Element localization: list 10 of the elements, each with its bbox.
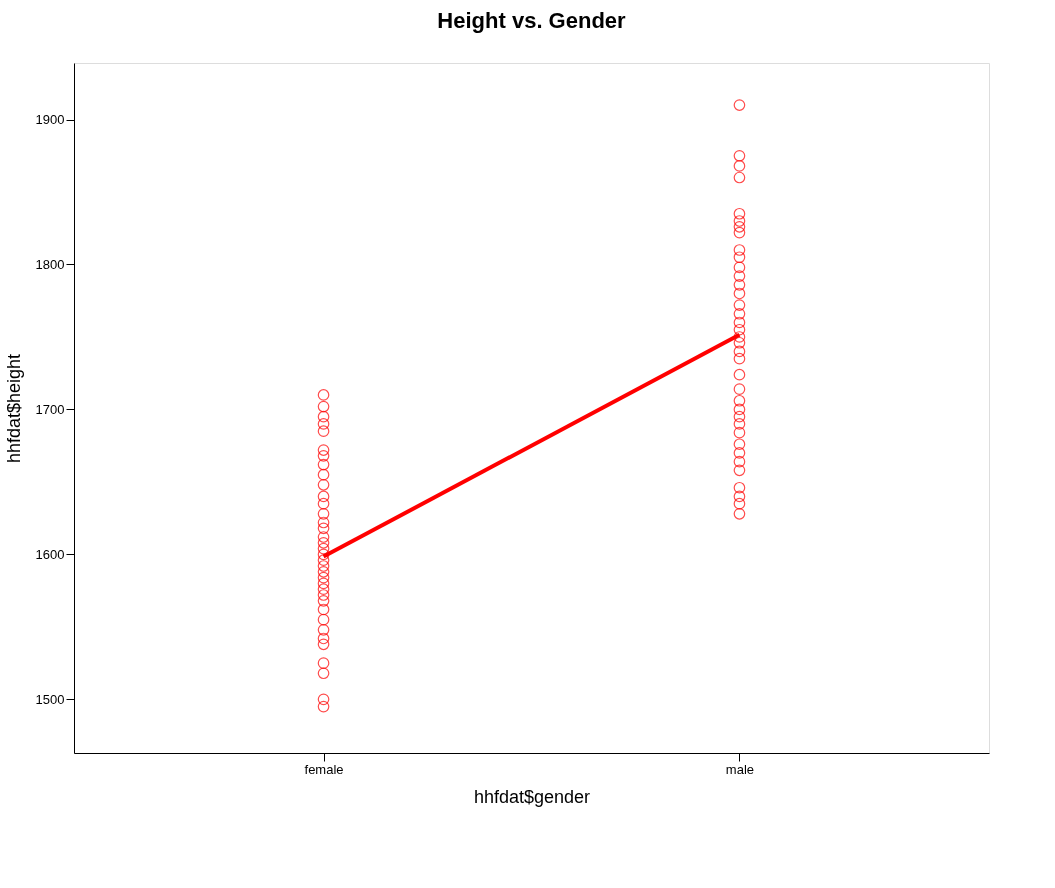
y-tick-label: 1500 [35, 691, 65, 707]
y-axis-title: hhfdat$height [3, 353, 24, 464]
x-tick-label: male [725, 761, 755, 777]
y-tick-label: 1700 [35, 401, 65, 417]
y-tick-label: 1900 [35, 112, 65, 128]
y-tick-label: 1600 [35, 546, 65, 562]
x-tick-label: female [304, 761, 344, 777]
x-axis-title: hhfdat$gender [473, 786, 591, 807]
y-tick-label: 1800 [35, 256, 65, 272]
chart-title: Height vs. Gender [437, 8, 627, 33]
